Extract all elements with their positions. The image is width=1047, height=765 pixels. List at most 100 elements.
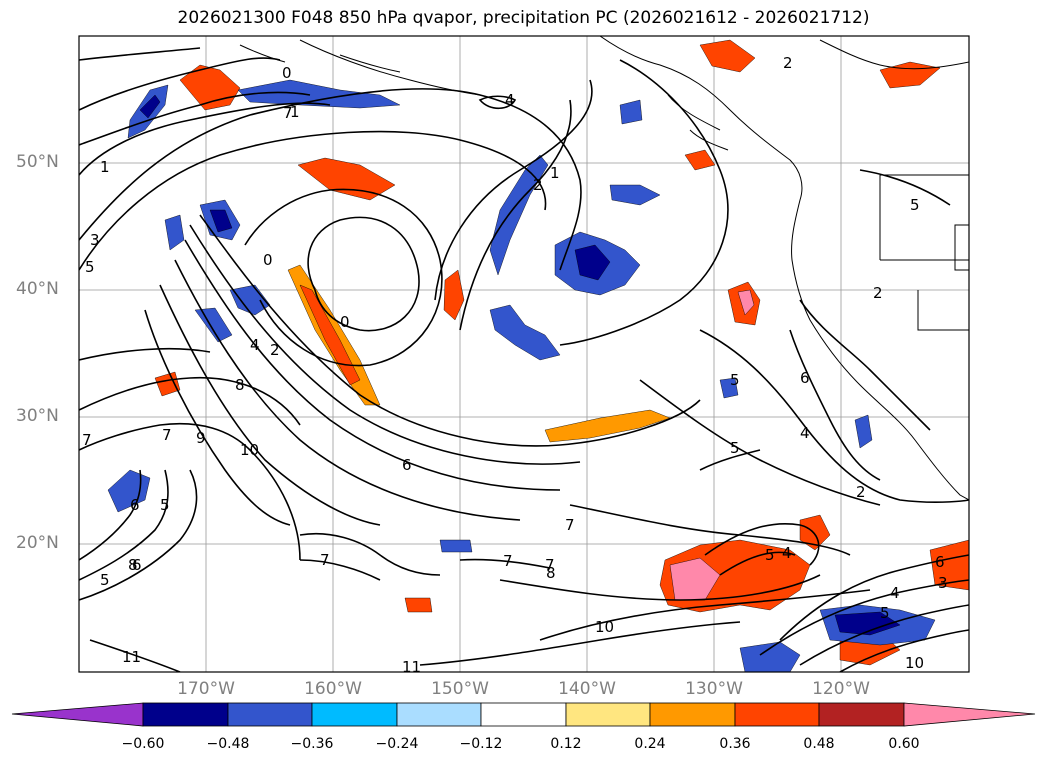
colorbar-tick-label: 0.60 [888,736,920,752]
contour-label: 0 [340,313,350,331]
lon-label-150w: 150°W [431,679,489,699]
precip-blob [404,597,433,613]
precip-blob [439,539,473,553]
contour-label: 7 [283,104,293,122]
precip-blob [194,307,233,343]
contour-label: 3 [938,574,948,592]
contour-label: 8 [546,564,556,582]
figure-title: 2026021300 F048 850 hPa qvapor, precipit… [177,8,870,28]
lat-label-20n: 20°N [16,533,59,553]
precip-blob [619,99,643,125]
contour-label: 2 [856,483,866,501]
precip-negative-regions [107,79,936,672]
contour-label: 10 [905,654,924,672]
precip-blob [139,94,161,119]
precip-blob [443,269,465,321]
contour-label: 6 [402,456,412,474]
contour-labels: 0 0 0 1 1 1 2 2 2 2 2 3 3 4 4 4 4 4 5 5 … [82,54,948,676]
contour-label: 7 [320,551,330,569]
precip-blob [739,641,801,672]
coastlines [239,36,969,501]
colorbar-segment [227,702,313,727]
contour-label: 5 [160,496,170,514]
contour-label: 2 [533,176,543,194]
precip-blob [154,371,181,397]
lon-label-160w: 160°W [304,679,362,699]
contour-label: 4 [782,544,792,562]
colorbar-segment [142,702,229,727]
contour-label: 2 [873,284,883,302]
colorbar-tick-label: 0.48 [803,736,835,752]
contour-label: 4 [800,424,810,442]
precip-blob [669,557,721,601]
colorbar-tick-label: −0.48 [206,736,250,752]
precip-blob [609,184,661,206]
lon-label-130w: 130°W [685,679,743,699]
contour-label: 8 [128,556,138,574]
precip-blob [544,409,671,443]
gridlines [79,36,969,672]
precip-blob [164,214,185,251]
contour-label: 5 [100,571,110,589]
colorbar-segment [311,702,398,727]
contour-label: 1 [290,103,300,121]
contour-label: 7 [545,556,555,574]
colorbar-segment [734,702,820,727]
contour-label: 3 [90,231,100,249]
contour-label: 8 [235,376,245,394]
contour-label: 11 [122,648,141,666]
lat-label-40n: 40°N [16,279,59,299]
precip-blob [834,611,901,636]
contour-label: 10 [240,441,259,459]
precip-blob [719,377,739,399]
contour-label: 1 [100,158,110,176]
contour-label: 5 [765,546,775,564]
colorbar-tick-label: 0.12 [550,736,582,752]
contour-label: 4 [890,584,900,602]
precip-blob [209,209,233,233]
contour-label: 5 [910,196,920,214]
precip-blob [237,79,401,109]
lat-label-30n: 30°N [16,406,59,426]
contour-label: 6 [800,369,810,387]
contour-label: 7 [503,552,513,570]
precip-blob [489,304,561,361]
precip-positive-regions [154,39,969,666]
contour-label: 7 [82,431,92,449]
lat-label-50n: 50°N [16,152,59,172]
colorbar-segment [649,702,736,727]
colorbar-tick-label: −0.12 [459,736,503,752]
contour-label: 5 [730,371,740,389]
contour-label: 9 [196,429,206,447]
colorbar [11,702,1036,727]
precip-blob [107,469,151,513]
precip-blob [229,284,271,316]
contour-label: 7 [162,426,172,444]
colorbar-extend-right [903,702,1036,727]
precip-blob [684,149,716,171]
colorbar-tick-label: −0.24 [375,736,419,752]
precip-blob [799,514,831,551]
colorbar-segment [396,702,482,727]
colorbar-segment [480,702,567,727]
colorbar-tick-label: 0.36 [719,736,751,752]
contour-label: 6 [935,553,945,571]
contour-label: 4 [505,91,515,109]
lon-label-170w: 170°W [177,679,235,699]
contour-label: 11 [402,658,421,676]
colorbar-tick-label: −0.36 [290,736,334,752]
contour-label: 1 [550,164,560,182]
lon-label-120w: 120°W [812,679,870,699]
contour-label: 6 [130,496,140,514]
contour-label: 6 [132,556,142,574]
map-area: 0 0 0 1 1 1 2 2 2 2 2 3 3 4 4 4 4 4 5 5 … [79,36,969,676]
contour-label: 5 [880,604,890,622]
contour-label: 2 [270,341,280,359]
qvapor-contours [79,47,969,672]
contour-label: 5 [85,258,95,276]
colorbar-segment [818,702,905,727]
contour-label: 2 [783,54,793,72]
colorbar-tick-label: 0.24 [634,736,666,752]
map-frame [78,35,970,673]
